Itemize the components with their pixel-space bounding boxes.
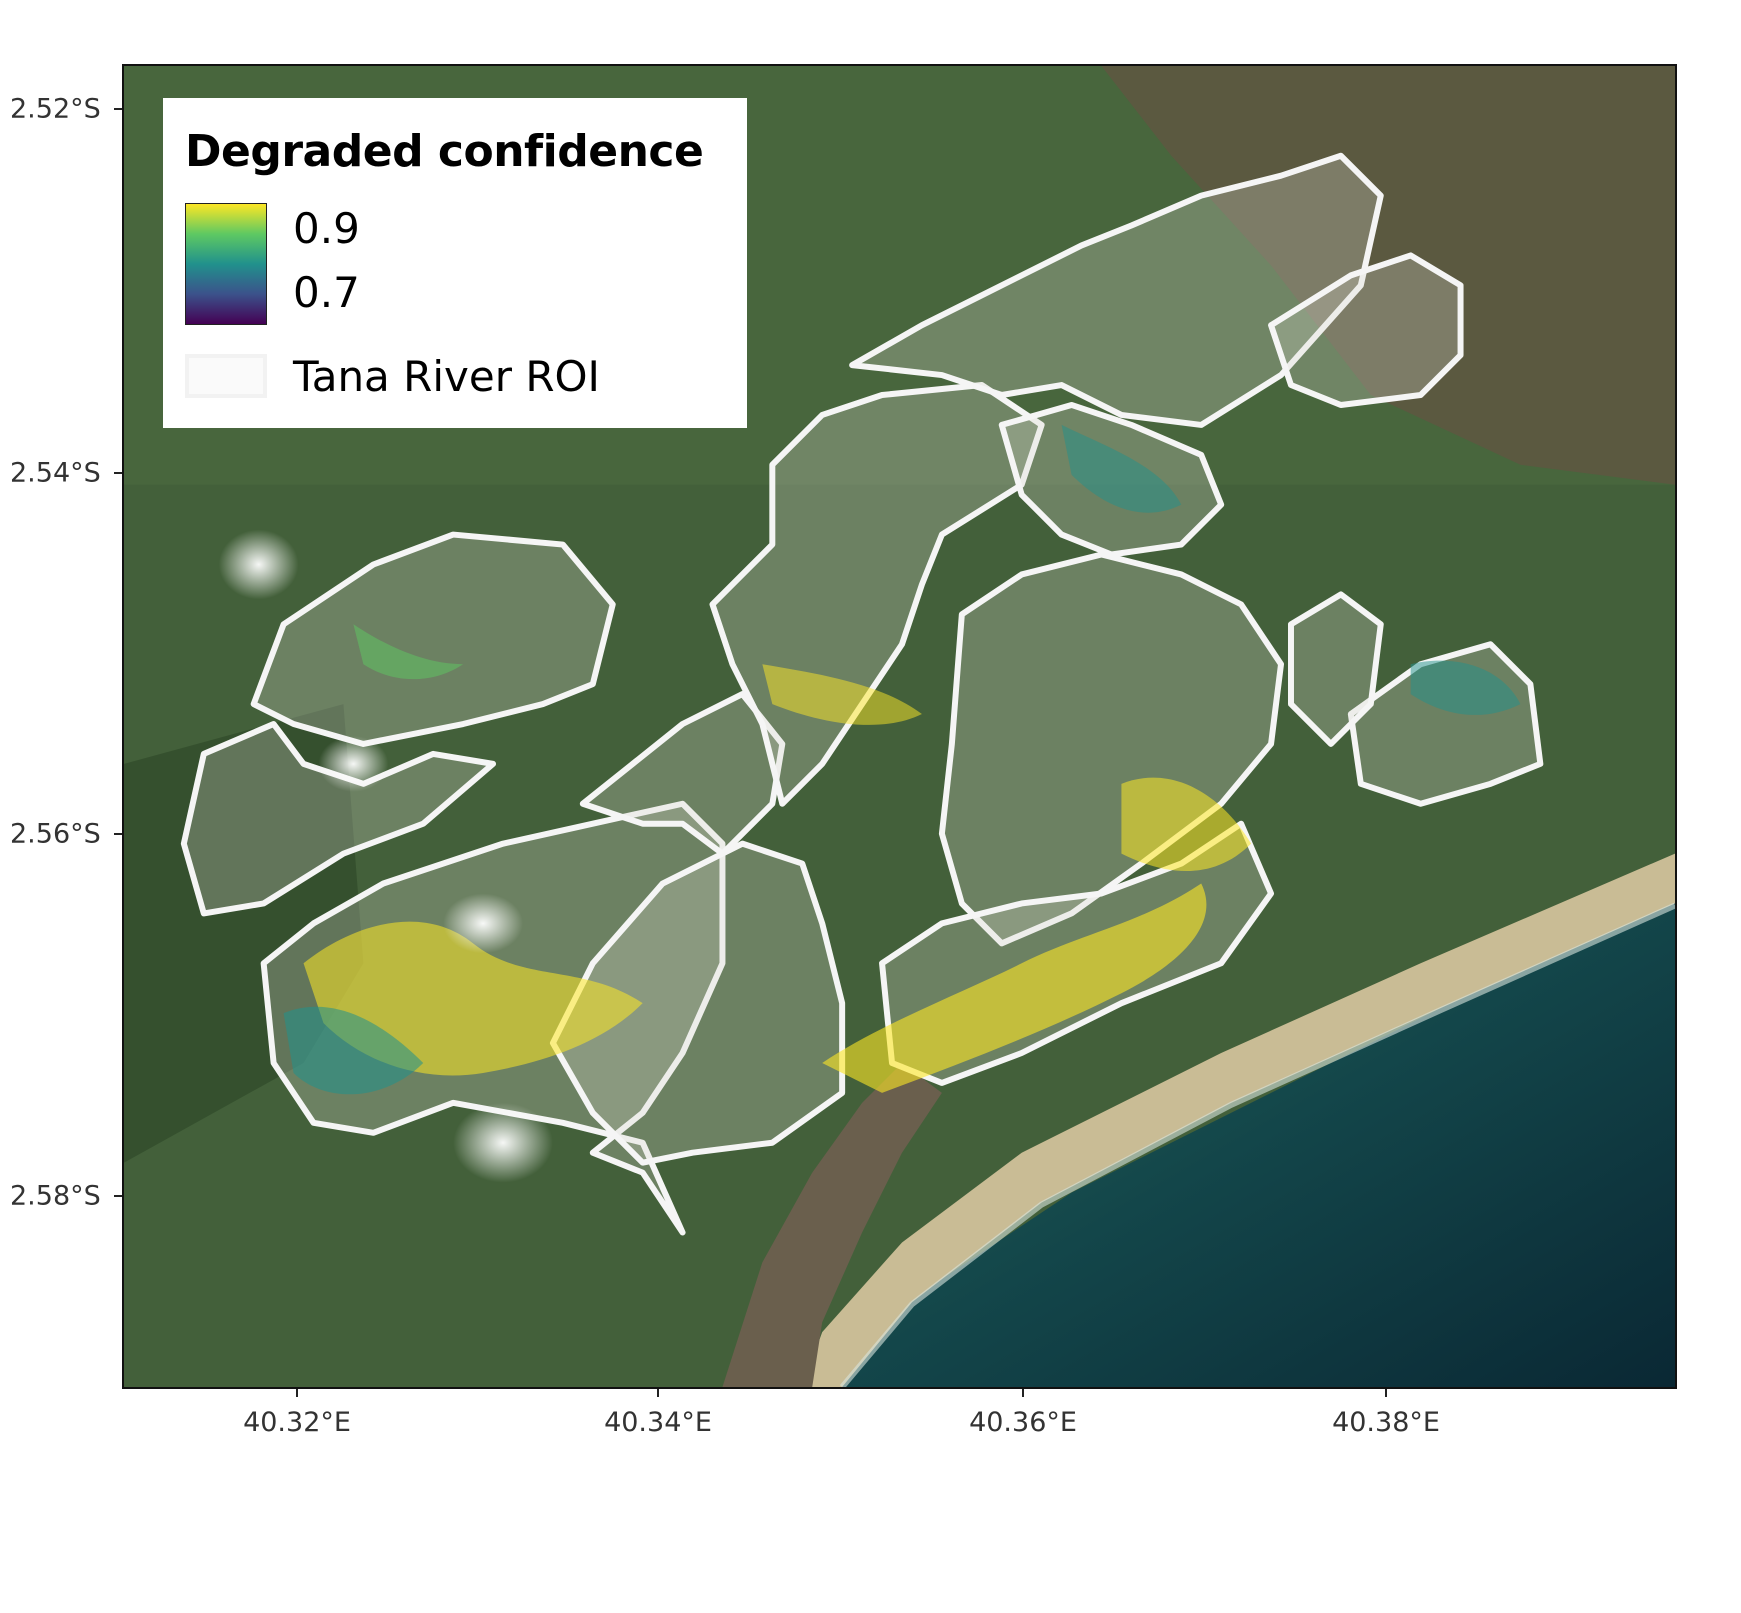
- lat-tick: [114, 108, 122, 110]
- sea: [822, 893, 1675, 1387]
- tana-river-roi[interactable]: [180, 152, 1544, 1236]
- lat-label-2-52: 2.52°S: [10, 93, 101, 125]
- degraded-cluster-south-central: [822, 883, 1207, 1093]
- lon-tick: [296, 1389, 298, 1397]
- roi-polygon-east-central[interactable]: [938, 551, 1285, 947]
- lat-tick: [114, 472, 122, 474]
- lon-label-40-38: 40.38°E: [1332, 1407, 1440, 1438]
- roi-polygon-northeast[interactable]: [1268, 252, 1464, 408]
- map-legend: Degraded confidence 0.9 0.7 Tana River R…: [163, 98, 747, 428]
- roi-polygon-north[interactable]: [849, 152, 1384, 428]
- surf-line: [839, 902, 1675, 1387]
- lon-label-40-34: 40.34°E: [604, 1407, 712, 1438]
- degraded-cluster-northeast: [1061, 424, 1182, 513]
- degraded-cluster-southwest-green: [283, 1006, 424, 1095]
- roi-polygon-east-mid[interactable]: [1287, 591, 1384, 747]
- cloud: [453, 1102, 553, 1183]
- lat-label-2-58: 2.58°S: [10, 1180, 101, 1212]
- lon-tick: [1385, 1389, 1387, 1397]
- cloud: [218, 529, 299, 600]
- legend-roi-label: Tana River ROI: [293, 352, 600, 401]
- cloud: [318, 735, 389, 792]
- roi-polygon-central-south[interactable]: [549, 840, 846, 1166]
- degraded-cluster-central-channel: [762, 664, 922, 725]
- degraded-cluster-east: [1410, 660, 1521, 715]
- lat-label-2-54: 2.54°S: [10, 457, 101, 489]
- lon-label-40-36: 40.36°E: [969, 1407, 1077, 1438]
- legend-colorbar-min: 0.7: [293, 268, 360, 317]
- lat-tick: [114, 1195, 122, 1197]
- river-mouth: [722, 1062, 942, 1387]
- legend-colorbar-max: 0.9: [293, 204, 360, 253]
- degraded-cluster-west-channel: [353, 624, 464, 680]
- clouds: [218, 529, 553, 1183]
- lat-tick: [114, 833, 122, 835]
- cloud: [443, 893, 523, 954]
- legend-roi-swatch: [185, 354, 267, 398]
- lat-label-2-56: 2.56°S: [10, 818, 101, 850]
- lon-label-40-32: 40.32°E: [243, 1407, 351, 1438]
- lon-tick: [1022, 1389, 1024, 1397]
- legend-colorbar: [185, 203, 267, 325]
- reddish-wetland-northeast: [1101, 66, 1675, 485]
- degraded-cluster-east-central: [1121, 777, 1252, 872]
- beach-strip: [802, 853, 1675, 1387]
- lon-tick: [657, 1389, 659, 1397]
- legend-title: Degraded confidence: [185, 126, 704, 177]
- degraded-confidence-pixels: [283, 424, 1521, 1095]
- roi-polygon-west-lower[interactable]: [180, 721, 497, 917]
